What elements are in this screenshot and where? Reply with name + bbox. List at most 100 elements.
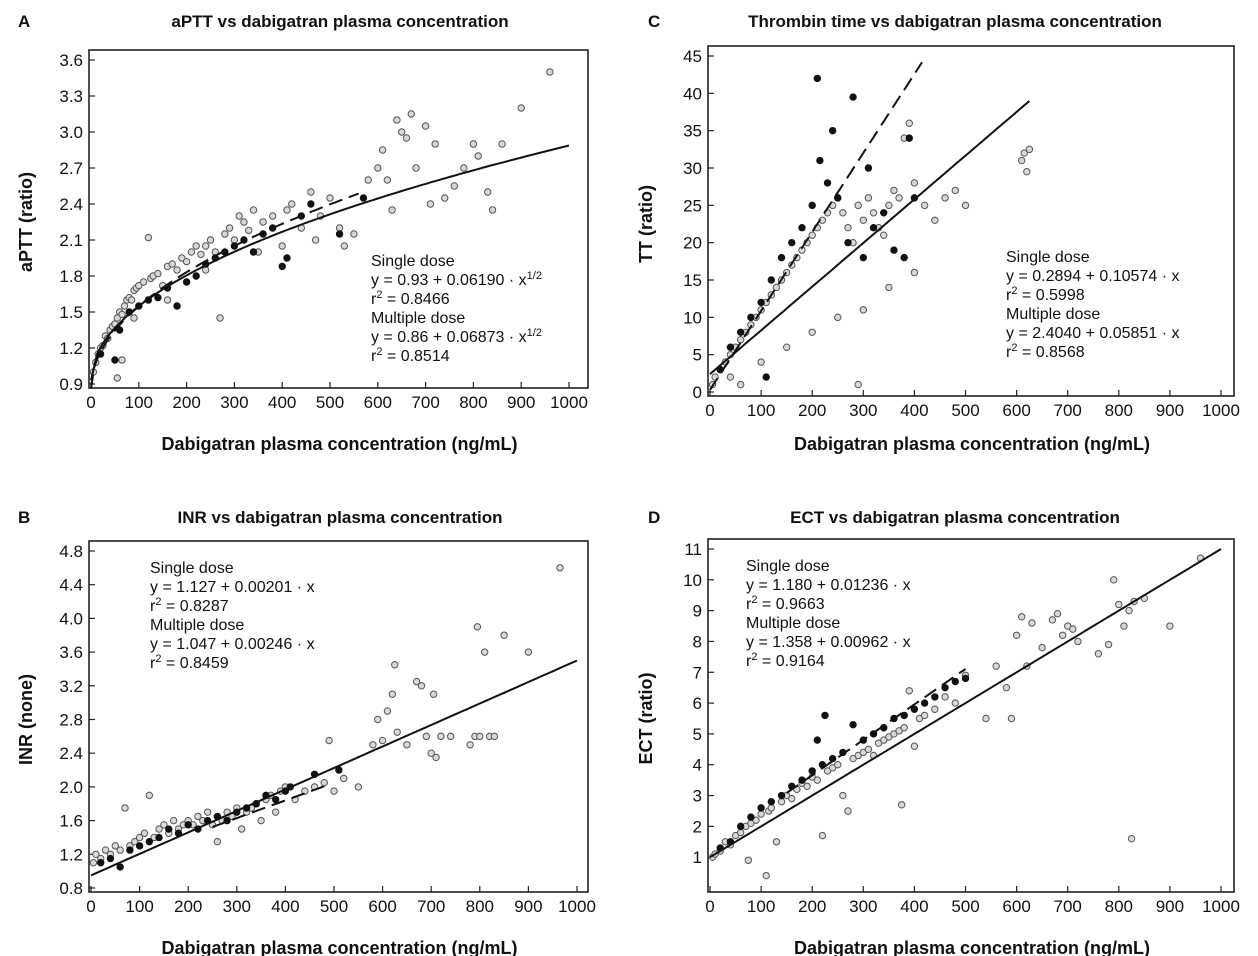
data-point-open [178,254,186,262]
y-tick-label: 20 [683,234,702,253]
data-point-open [237,825,246,833]
data-point-filled [736,822,745,831]
y-tick-label: 1.2 [59,845,83,864]
y-tick-label: 2.4 [59,195,83,214]
y-tick-label: 0.9 [59,375,83,394]
x-tick-label: 400 [900,897,928,916]
data-point-open [311,236,320,244]
data-point-open [931,705,939,713]
y-tick-label: 4.4 [59,576,83,595]
chart-panel-d: D ECT vs dabigatran plasma concentration 1… [636,508,1240,956]
fit-annotation: y = 0.93 + 0.06190 · x1/2 [371,270,542,289]
data-point-open [388,690,397,698]
x-tick-label: 100 [125,393,153,412]
data-point-filled [335,230,344,238]
data-point-open [118,310,126,319]
data-point-open [772,838,781,846]
data-point-open [271,808,280,816]
data-point-open [393,728,401,736]
x-tick-label: 1000 [550,393,588,412]
fit-annotation: y = 0.86 + 0.06873 · x1/2 [371,327,542,346]
x-tick-label: 400 [900,401,928,420]
data-point-filled [920,699,929,707]
data-point-open [393,116,401,124]
data-point-open [1094,650,1103,658]
data-point-open [1038,643,1046,652]
data-point-filled [828,754,837,763]
data-point-filled [283,254,291,262]
data-point-filled [116,863,124,871]
data-point-filled [173,302,181,310]
data-point-open [202,266,210,274]
data-point-open [1109,576,1118,584]
data-point-open [278,242,286,250]
data-point-open [839,209,847,217]
y-tick-label: 10 [683,571,702,590]
data-point-open [245,226,253,235]
data-point-open [441,194,449,202]
data-point-open [1120,622,1128,630]
data-point-open [772,283,781,292]
fit-line-multiple [786,668,967,794]
fit-annotation: r2 = 0.5998 [1006,285,1085,304]
data-point-open [992,662,1000,670]
data-point-filled [278,262,286,271]
data-point-open [240,218,248,226]
data-point-open [864,194,873,202]
data-point-open [163,296,172,304]
data-point-open [757,810,765,818]
data-point-open [900,724,908,732]
data-point-filled [900,253,908,262]
data-point-open [910,268,919,277]
data-point-filled [823,179,832,187]
data-points [708,74,1034,389]
y-tick-label: 11 [684,540,702,559]
data-point-open [197,250,205,259]
data-point-open [1166,622,1174,630]
y-tick-label: 3 [693,787,702,806]
data-point-open [354,783,362,791]
data-point-open [895,194,903,202]
fit-line-multiple [709,100,1031,375]
x-tick-label: 400 [268,393,296,412]
data-point-open [844,807,852,815]
data-point-filled [106,854,115,863]
x-axis-label: Dabigatran plasma concentration (ng/mL) [794,434,1150,454]
data-point-open [854,201,862,210]
data-point-open [388,206,396,214]
data-point-open [135,281,143,290]
fit-annotation: r2 = 0.8459 [150,653,229,672]
data-point-open [803,782,811,790]
x-tick-label: 600 [364,393,392,412]
data-point-open [120,302,129,310]
data-point-open [546,68,554,76]
data-point-open [259,218,267,226]
data-point-filled [155,833,163,842]
data-point-open [407,110,415,118]
data-point-open [121,804,129,812]
data-point-filled [271,795,280,804]
data-point-open [941,693,949,701]
y-tick-label: 4.0 [59,609,83,628]
y-axis-label: TT (ratio) [636,185,656,263]
data-point-open [469,140,478,148]
y-tick-label: 7 [693,663,702,682]
data-point-open [839,791,847,800]
y-tick-label: 45 [683,47,702,66]
data-point-filled [736,328,745,336]
data-point-open [187,248,196,256]
data-point-open [484,188,492,196]
x-tick-label: 600 [368,897,396,916]
plot-frame [88,540,589,893]
data-point-open [325,736,333,745]
chart-panel-c: C Thrombin time vs dabigatran plasma conc… [636,12,1240,454]
data-point-filled [777,791,786,800]
y-tick-label: 2.0 [59,778,83,797]
fit-line-single [90,144,570,381]
data-point-open [864,745,873,754]
x-tick-label: 600 [1002,401,1030,420]
x-tick-label: 200 [174,897,202,916]
data-point-open [473,623,482,631]
